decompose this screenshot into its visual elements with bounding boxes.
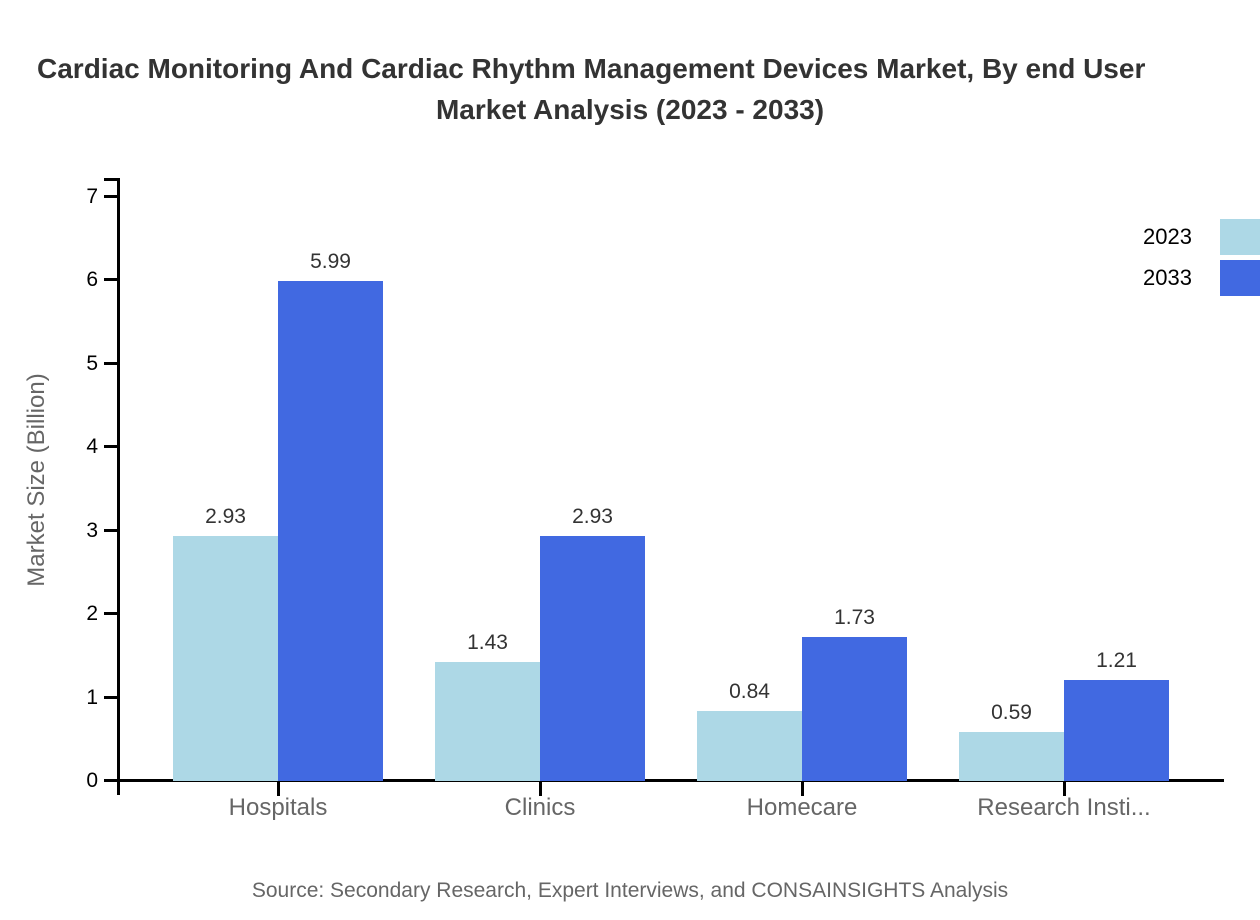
bar-value-label: 2.93 <box>205 505 246 529</box>
y-tick-label: 7 <box>86 184 98 208</box>
bar-2033-2 <box>802 636 907 781</box>
bar-value-label: 2.93 <box>572 505 613 529</box>
bar-value-label: 1.73 <box>834 605 875 629</box>
chart-title-line2: Market Analysis (2023 - 2033) <box>435 94 825 125</box>
x-category-label: Homecare <box>746 794 858 821</box>
bar-2033-0 <box>278 280 383 781</box>
x-category-label: Clinics <box>504 794 576 821</box>
y-tick <box>104 194 117 198</box>
bar-2023-3 <box>959 731 1064 781</box>
bar-value-label: 0.59 <box>991 700 1032 724</box>
bar-value-label: 5.99 <box>310 249 351 273</box>
x-category-label: Research Insti... <box>977 794 1151 821</box>
bar-2023-2 <box>697 710 802 781</box>
x-category-label: Hospitals <box>228 794 328 821</box>
legend-label-2023: 2023 <box>1143 224 1192 249</box>
y-axis-title: Market Size (Billion) <box>23 373 50 587</box>
bar-2033-3 <box>1064 679 1169 781</box>
y-tick-label: 4 <box>86 435 98 458</box>
x-tick <box>539 782 542 796</box>
y-tick-label: 2 <box>86 602 98 625</box>
bar-2023-1 <box>435 661 540 781</box>
y-tick <box>104 695 117 699</box>
x-tick <box>801 782 804 796</box>
bar-value-label: 1.43 <box>467 630 508 654</box>
legend-swatch-2023 <box>1220 219 1260 255</box>
x-axis-line <box>117 779 1224 782</box>
y-tick <box>104 612 117 615</box>
source-note: Source: Secondary Research, Expert Inter… <box>251 879 1009 902</box>
y-tick-label: 3 <box>86 518 98 542</box>
bar-value-label: 0.84 <box>729 679 770 703</box>
legend-label-2033: 2033 <box>1143 265 1192 290</box>
y-tick-label: 0 <box>86 769 98 792</box>
legend-swatch-2033 <box>1220 260 1260 296</box>
bar-value-label: 1.21 <box>1096 648 1137 672</box>
y-axis-end-tick <box>104 178 117 181</box>
y-tick-label: 6 <box>86 268 98 291</box>
legend-item-2023[interactable]: 2023 <box>1140 219 1260 255</box>
chart-title-line1: Cardiac Monitoring And Cardiac Rhythm Ma… <box>37 53 1146 84</box>
y-axis-line <box>117 178 120 795</box>
x-tick <box>1063 782 1066 796</box>
legend-item-2033[interactable]: 2033 <box>1140 260 1260 296</box>
y-tick <box>104 779 117 782</box>
y-tick-label: 1 <box>86 685 98 709</box>
bar-2023-0 <box>173 536 278 781</box>
y-tick <box>104 278 117 281</box>
y-tick <box>104 528 117 532</box>
y-tick-label: 5 <box>86 351 98 375</box>
y-tick <box>104 445 117 448</box>
y-tick <box>104 361 117 365</box>
x-tick <box>277 782 280 796</box>
legend: 2023 2033 <box>1140 219 1260 301</box>
bar-2033-1 <box>540 536 645 781</box>
